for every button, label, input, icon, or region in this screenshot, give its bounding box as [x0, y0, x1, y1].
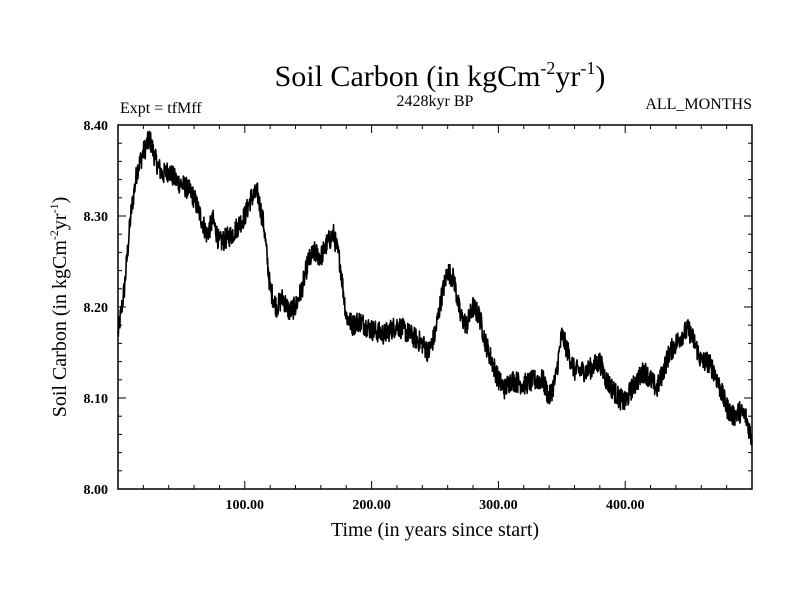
- y-axis-label-end: ): [49, 197, 71, 204]
- y-axis-label-sup1: -2: [47, 230, 61, 240]
- x-tick-label: 200.00: [352, 498, 391, 513]
- y-tick-label: 8.40: [84, 119, 109, 134]
- plot-frame: [117, 124, 753, 490]
- y-axis-label: Soil Carbon (in kgCm-2yr-1): [47, 197, 71, 418]
- chart-title-end: ): [595, 60, 605, 93]
- y-axis-label-main: Soil Carbon (in kgCm: [49, 240, 71, 418]
- y-tick-label: 8.10: [84, 392, 109, 407]
- chart-title-main: Soil Carbon (in kgCm: [275, 60, 541, 93]
- y-axis-label-mid: yr: [49, 213, 71, 230]
- y-tick-label: 8.30: [84, 210, 109, 225]
- x-tick-label: 100.00: [226, 498, 265, 513]
- y-tick-label: 8.20: [84, 301, 109, 316]
- soil-carbon-series-line: [117, 130, 753, 446]
- chart-title-sup1: -2: [540, 58, 555, 78]
- chart-title: Soil Carbon (in kgCm-2yr-1): [275, 58, 606, 93]
- y-tick-label: 8.00: [84, 483, 109, 498]
- subtitle-months: ALL_MONTHS: [645, 96, 752, 113]
- x-axis-label: Time (in years since start): [331, 519, 539, 541]
- chart-title-sup2: -1: [580, 58, 595, 78]
- x-axis-ticks: 100.00 200.00 300.00 400.00: [142, 125, 728, 513]
- subtitle-period: 2428kyr BP: [397, 93, 474, 110]
- chart-title-mid: yr: [555, 60, 580, 93]
- subtitle-experiment: Expt = tfMff: [120, 100, 202, 117]
- series-group: [117, 130, 753, 446]
- y-axis-ticks: 8.00 8.10 8.20 8.30 8.40: [84, 119, 752, 498]
- x-tick-label: 300.00: [479, 498, 518, 513]
- y-axis-label-sup2: -1: [47, 203, 61, 213]
- x-tick-label: 400.00: [606, 498, 645, 513]
